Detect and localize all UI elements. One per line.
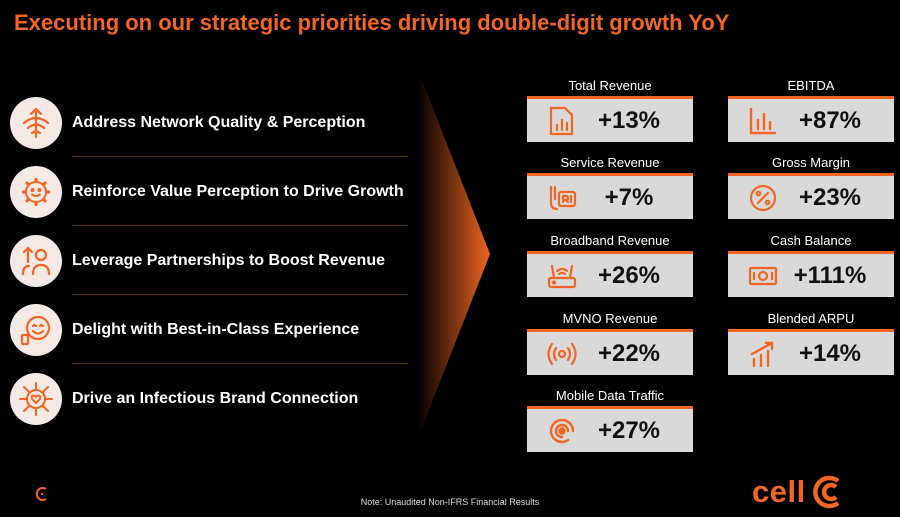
priority-label: Address Network Quality & Perception — [72, 113, 366, 131]
metric-value: +111% — [793, 261, 867, 289]
priority-label: Drive an Infectious Brand Connection — [72, 389, 359, 407]
metric-accent-bar — [527, 329, 693, 332]
divider — [72, 225, 408, 226]
router-icon — [545, 259, 579, 293]
metric-accent-bar — [728, 173, 894, 176]
metric-card-total-revenue: Total Revenue +13% — [527, 78, 693, 142]
metric-card-broadband-revenue: Broadband Revenue +26% — [527, 233, 693, 297]
logo-text: cell — [752, 474, 806, 509]
logo-c-icon — [812, 475, 840, 509]
priority-item: Delight with Best-in-Class Experience — [8, 295, 408, 364]
chevron-arrow-icon — [418, 70, 490, 438]
metric-box: +87% — [728, 99, 894, 142]
document-chart-icon — [545, 104, 579, 138]
metric-accent-bar — [728, 251, 894, 254]
broadcast-icon — [545, 337, 579, 371]
priority-label: Reinforce Value Perception to Drive Grow… — [72, 182, 404, 200]
signal-icon — [545, 414, 579, 448]
metric-value: +87% — [798, 106, 862, 134]
footnote: Note: Unaudited Non-IFRS Financial Resul… — [360, 497, 540, 507]
growth-icon — [746, 337, 780, 371]
page-title: Executing on our strategic priorities dr… — [14, 10, 730, 35]
metric-card-blended-arpu: Blended ARPU +14% — [728, 311, 894, 375]
metric-box: +13% — [527, 99, 693, 142]
metric-value: +23% — [798, 183, 862, 211]
metric-label: Cash Balance — [770, 233, 852, 248]
priority-item: Leverage Partnerships to Boost Revenue — [8, 226, 408, 295]
divider — [72, 156, 408, 157]
metric-card-mobile-data-traffic: Mobile Data Traffic +27% — [527, 388, 693, 452]
percent-icon — [746, 181, 780, 215]
network-icon — [10, 96, 62, 149]
metric-label: Total Revenue — [568, 78, 652, 93]
metric-card-mvno-revenue: MVNO Revenue +22% — [527, 311, 693, 375]
priorities-list: Address Network Quality & Perception Rei… — [8, 88, 408, 433]
metric-box: +22% — [527, 332, 693, 375]
metric-box: +111% — [728, 254, 894, 297]
metric-card-gross-margin: Gross Margin +23% — [728, 155, 894, 219]
brand-mark-icon — [35, 487, 47, 501]
metric-card-ebitda: EBITDA +87% — [728, 78, 894, 142]
metric-label: MVNO Revenue — [562, 311, 658, 326]
priority-label: Leverage Partnerships to Boost Revenue — [72, 251, 385, 269]
metric-value: +13% — [597, 106, 661, 134]
metric-accent-bar — [527, 251, 693, 254]
priority-item: Drive an Infectious Brand Connection — [8, 364, 408, 433]
metric-label: Mobile Data Traffic — [555, 388, 665, 403]
metric-value: +7% — [604, 183, 654, 211]
partnership-icon — [10, 234, 62, 287]
metric-value: +27% — [597, 416, 661, 444]
metric-accent-bar — [728, 329, 894, 332]
divider — [72, 363, 408, 364]
cash-icon — [746, 259, 780, 293]
metric-box: +27% — [527, 409, 693, 452]
metric-accent-bar — [728, 96, 894, 99]
metric-label: Service Revenue — [560, 155, 660, 170]
metric-value: +22% — [597, 339, 661, 367]
divider — [72, 294, 408, 295]
metric-value: +26% — [597, 261, 661, 289]
heart-network-icon — [10, 372, 62, 425]
metric-card-cash-balance: Cash Balance +111% — [728, 233, 894, 297]
metric-value: +14% — [798, 339, 862, 367]
metric-box: +7% — [527, 176, 693, 219]
service-icon — [545, 181, 579, 215]
metric-label: Gross Margin — [771, 155, 851, 170]
metric-label: Broadband Revenue — [550, 233, 670, 248]
priority-label: Delight with Best-in-Class Experience — [72, 320, 360, 338]
metric-label: Blended ARPU — [767, 311, 855, 326]
delight-icon — [10, 303, 62, 356]
bar-chart-icon — [746, 104, 780, 138]
metric-accent-bar — [527, 406, 693, 409]
metric-box: +26% — [527, 254, 693, 297]
gear-smile-icon — [10, 165, 62, 218]
metric-accent-bar — [527, 173, 693, 176]
metric-accent-bar — [527, 96, 693, 99]
priority-item: Reinforce Value Perception to Drive Grow… — [8, 157, 408, 226]
metric-box: +23% — [728, 176, 894, 219]
priority-item: Address Network Quality & Perception — [8, 88, 408, 157]
brand-logo: cell — [752, 474, 846, 510]
metric-box: +14% — [728, 332, 894, 375]
metric-label: EBITDA — [787, 78, 835, 93]
metric-card-service-revenue: Service Revenue +7% — [527, 155, 693, 219]
